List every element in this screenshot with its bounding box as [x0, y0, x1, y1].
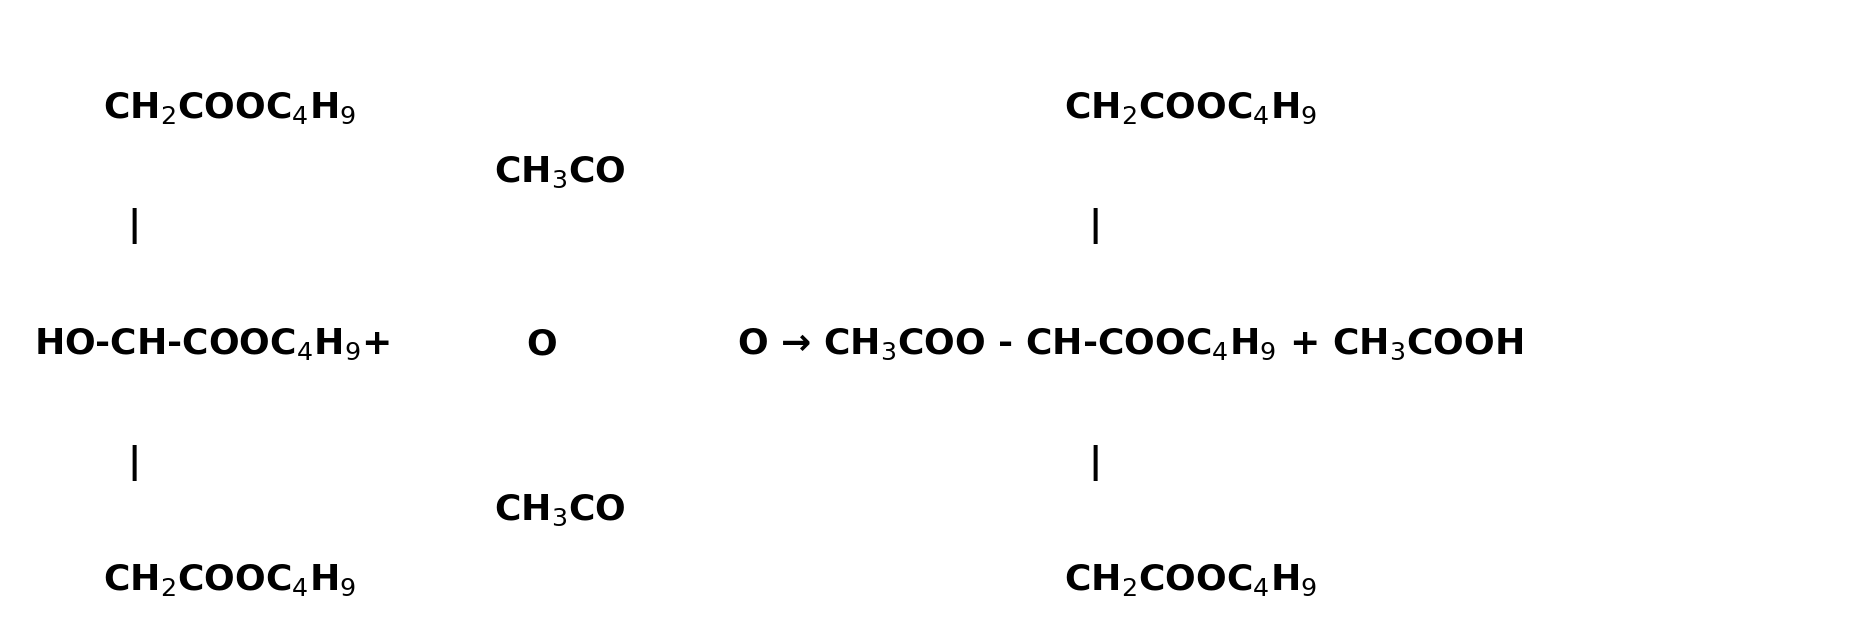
Text: |: |	[127, 209, 140, 244]
Text: HO-CH-COOC$_4$H$_9$+: HO-CH-COOC$_4$H$_9$+	[34, 327, 390, 362]
Text: |: |	[1088, 445, 1101, 480]
Text: |: |	[127, 445, 140, 480]
Text: CH$_2$COOC$_4$H$_9$: CH$_2$COOC$_4$H$_9$	[1064, 91, 1317, 126]
Text: CH$_2$COOC$_4$H$_9$: CH$_2$COOC$_4$H$_9$	[1064, 563, 1317, 598]
Text: O → CH$_3$COO - CH-COOC$_4$H$_9$ + CH$_3$COOH: O → CH$_3$COO - CH-COOC$_4$H$_9$ + CH$_3…	[737, 327, 1523, 362]
Text: CH$_3$CO: CH$_3$CO	[494, 154, 627, 190]
Text: |: |	[1088, 209, 1101, 244]
Text: CH$_3$CO: CH$_3$CO	[494, 493, 627, 528]
Text: CH$_2$COOC$_4$H$_9$: CH$_2$COOC$_4$H$_9$	[103, 563, 356, 598]
Text: CH$_2$COOC$_4$H$_9$: CH$_2$COOC$_4$H$_9$	[103, 91, 356, 126]
Text: O: O	[526, 327, 556, 362]
